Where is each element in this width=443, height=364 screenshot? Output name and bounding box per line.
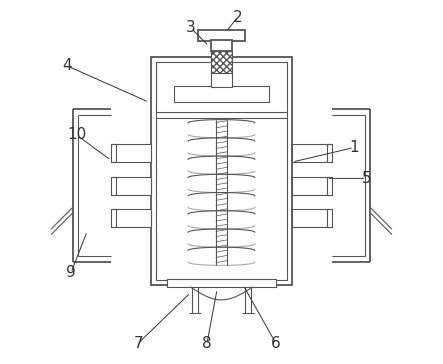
Bar xyxy=(211,72,232,87)
Text: 6: 6 xyxy=(271,336,281,351)
Bar xyxy=(292,209,332,228)
Bar xyxy=(292,177,332,195)
Text: 5: 5 xyxy=(362,171,371,186)
Text: 10: 10 xyxy=(67,127,86,142)
Bar xyxy=(198,31,245,40)
Text: 1: 1 xyxy=(349,140,359,155)
Bar xyxy=(292,144,332,162)
Text: 7: 7 xyxy=(133,336,143,351)
Bar xyxy=(111,144,151,162)
Text: 2: 2 xyxy=(233,9,243,24)
Bar xyxy=(111,209,151,228)
Bar xyxy=(211,51,232,73)
Text: 9: 9 xyxy=(66,265,76,280)
Text: 3: 3 xyxy=(186,20,195,35)
Bar xyxy=(175,86,268,102)
Bar xyxy=(151,57,292,285)
Bar xyxy=(167,279,276,287)
Bar xyxy=(211,40,232,51)
Bar xyxy=(156,62,287,280)
Text: 8: 8 xyxy=(202,336,212,351)
Text: 4: 4 xyxy=(62,59,72,74)
Bar xyxy=(111,177,151,195)
